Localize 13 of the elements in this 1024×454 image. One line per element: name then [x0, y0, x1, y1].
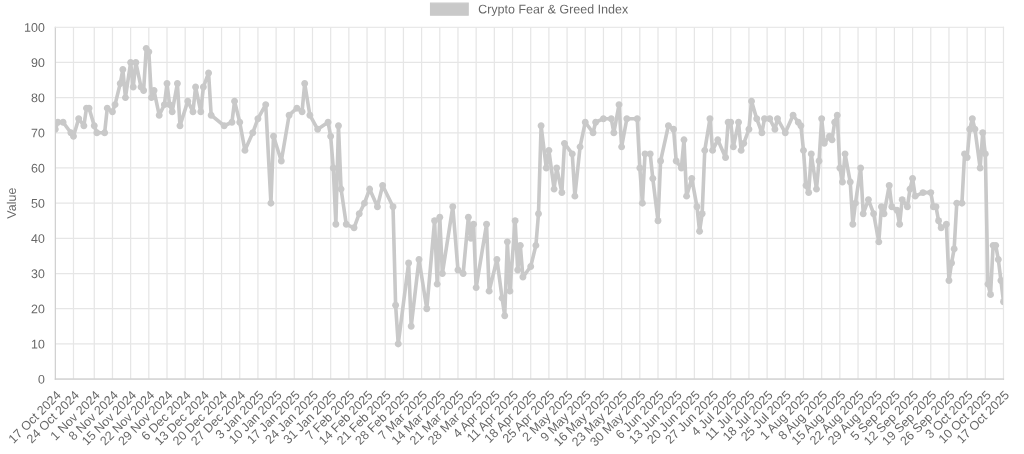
y-axis-title: Value [6, 188, 16, 219]
y-tick-label: 80 [31, 93, 45, 103]
y-tick-label: 10 [31, 339, 45, 349]
y-tick-label: 50 [31, 198, 45, 208]
y-tick-label: 30 [31, 269, 45, 279]
y-tick-label: 60 [31, 163, 45, 173]
y-tick-label: 0 [38, 374, 45, 384]
y-tick-label: 90 [31, 58, 45, 68]
y-tick-label: 70 [31, 128, 45, 138]
y-tick-label: 100 [24, 23, 45, 32]
legend-label: Crypto Fear & Greed Index [478, 4, 629, 16]
y-tick-label: 20 [31, 304, 45, 314]
y-tick-label: 40 [31, 234, 45, 243]
